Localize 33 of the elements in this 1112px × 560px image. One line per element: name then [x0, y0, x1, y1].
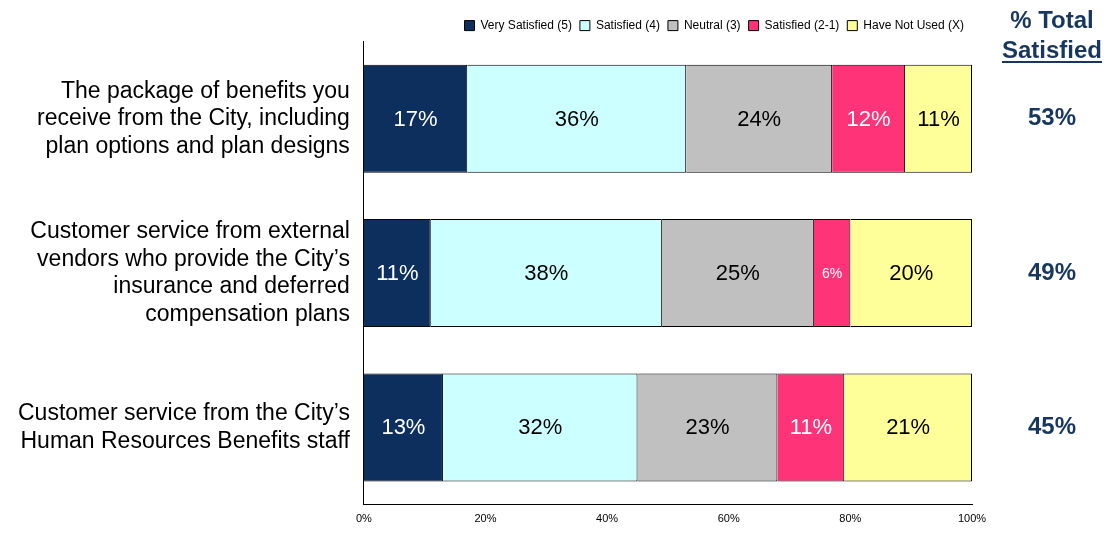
y-tick-label: Customer service from the City’s Human Resources Benefits staff — [17, 398, 351, 453]
data-label: 20% — [889, 260, 934, 286]
data-label: 6% — [822, 264, 843, 281]
text: % Total Satisfied — [1001, 6, 1103, 63]
text: 53% — [1027, 103, 1077, 131]
legend-label: Neutral (3) — [683, 17, 741, 32]
data-label: 21% — [886, 414, 931, 440]
y-tick-label: Customer service from external vendors who provide the City’s insurance and deferred compensation plans — [30, 217, 350, 326]
data-label: 38% — [524, 260, 569, 286]
x-tick-label: 0% — [355, 512, 373, 525]
data-label: 36% — [554, 105, 599, 131]
x-tick-label: 100% — [957, 512, 987, 525]
x-tick-label: 20% — [474, 512, 497, 525]
data-label: 13% — [381, 414, 426, 440]
data-label: 24% — [737, 105, 782, 131]
data-label: 17% — [393, 105, 438, 131]
legend-label: Very Satisfied (5) — [480, 17, 572, 32]
text: 49% — [1027, 257, 1077, 285]
y-tick-label: The package of benefits you receive from the City, including plan options and plan designs — [37, 76, 350, 158]
x-tick-label: 80% — [839, 512, 862, 525]
legend-label: Satisfied (2-1) — [764, 17, 840, 32]
text: 45% — [1027, 412, 1077, 440]
data-label: 25% — [715, 260, 760, 286]
legend-label: Satisfied (4) — [595, 17, 660, 32]
data-label: 23% — [685, 414, 730, 440]
legend-label: Have Not Used (X) — [863, 17, 964, 32]
data-label: 11% — [789, 414, 833, 440]
data-label: 12% — [846, 105, 891, 131]
x-tick-label: 60% — [717, 512, 740, 525]
data-label: 11% — [917, 105, 960, 131]
x-tick-label: 40% — [596, 512, 619, 525]
data-label: 32% — [518, 414, 563, 440]
data-label: 11% — [376, 260, 419, 286]
